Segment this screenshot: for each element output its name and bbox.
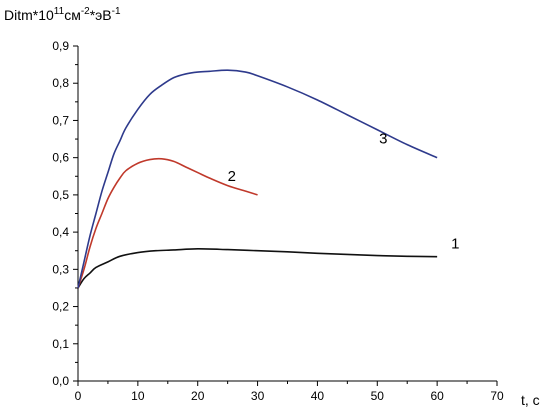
y-tick-label: 0,3 [52,262,69,276]
x-tick-label: 20 [191,389,205,403]
y-tick-label: 0,9 [52,39,69,53]
y-tick-label: 0,4 [52,225,69,239]
y-ticks: 0,0 0,1 0,2 0,3 0,4 0,5 0,6 0,7 0,8 0,9 [52,39,78,388]
series-label-1: 1 [451,236,459,253]
series-lines [77,69,438,289]
series-line-3 [77,69,438,289]
series-line-2 [77,157,258,289]
plot-area: 0,0 0,1 0,2 0,3 0,4 0,5 0,6 0,7 0,8 0,9 0 10 20 30 40… [52,39,504,403]
y-tick-label: 0,5 [52,188,69,202]
y-tick-label: 0,6 [52,151,69,165]
y-tick-label: 0,2 [52,300,69,314]
y-axis-title: Ditm*1011см-2*эВ-1 [4,6,121,23]
y-tick-label: 0,0 [52,374,69,388]
x-tick-label: 70 [490,389,504,403]
x-tick-label: 60 [430,389,444,403]
x-tick-label: 0 [75,389,82,403]
y-tick-label: 0,8 [52,76,69,90]
series-line-1 [77,248,438,289]
series-label-3: 3 [379,131,387,148]
x-tick-label: 40 [311,389,325,403]
series-label-2: 2 [228,168,236,185]
x-ticks: 0 10 20 30 40 50 60 70 [75,381,504,403]
y-tick-label: 0,7 [52,113,69,127]
x-tick-label: 30 [251,389,265,403]
y-tick-label: 0,1 [52,337,69,351]
x-tick-label: 10 [131,389,145,403]
x-axis-title: t, c [521,392,540,408]
series-labels: 1 2 3 [228,131,460,253]
x-tick-label: 50 [371,389,385,403]
